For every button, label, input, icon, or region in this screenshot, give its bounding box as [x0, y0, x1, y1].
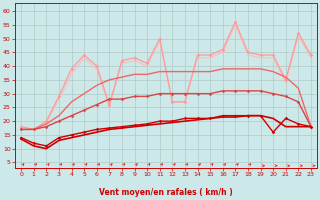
X-axis label: Vent moyen/en rafales ( km/h ): Vent moyen/en rafales ( km/h ) — [99, 188, 233, 197]
